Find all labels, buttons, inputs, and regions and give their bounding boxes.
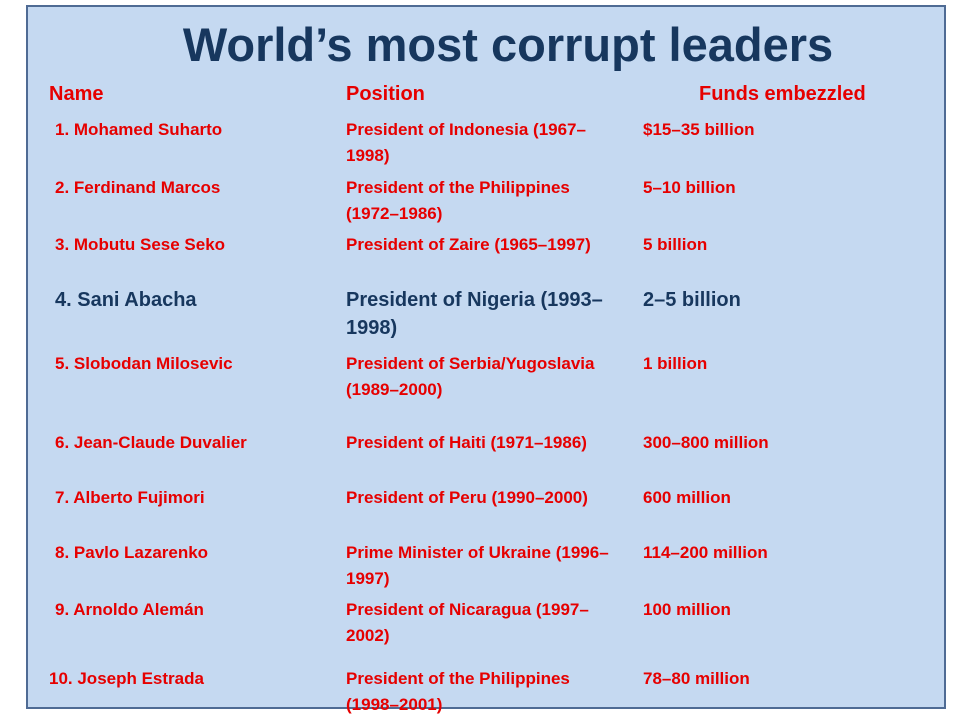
- leader-name: 9. Arnoldo Alemán: [55, 600, 204, 619]
- header-funds: Funds embezzled: [699, 83, 866, 105]
- leader-funds: 600 million: [643, 488, 731, 507]
- leader-name: 2. Ferdinand Marcos: [55, 178, 221, 197]
- header-name: Name: [49, 83, 104, 105]
- leader-name: 7. Alberto Fujimori: [55, 488, 205, 507]
- leader-funds: 114–200 million: [643, 543, 768, 562]
- leader-funds: 5–10 billion: [643, 178, 736, 197]
- leader-funds: 5 billion: [643, 235, 708, 254]
- leader-position: Prime Minister of Ukraine (1996–1997): [346, 543, 609, 588]
- leader-position: President of Serbia/Yugoslavia (1989–200…: [346, 354, 595, 399]
- leader-name: 3. Mobutu Sese Seko: [55, 235, 226, 254]
- leader-name: 1. Mohamed Suharto: [55, 120, 223, 139]
- leader-position: President of Zaire (1965–1997): [346, 235, 591, 254]
- leader-position: President of Indonesia (1967–1998): [346, 120, 586, 165]
- leader-position: President of Nicaragua (1997–2002): [346, 600, 589, 645]
- slide: World’s most corrupt leaders Name Positi…: [26, 5, 946, 714]
- leader-position: President of Peru (1990–2000): [346, 488, 588, 507]
- leader-name: 6. Jean-Claude Duvalier: [55, 433, 247, 452]
- slide-title: World’s most corrupt leaders: [182, 18, 834, 71]
- leader-funds: 2–5 billion: [643, 289, 741, 311]
- leader-funds: 1 billion: [643, 354, 708, 373]
- leader-funds: 300–800 million: [643, 433, 769, 452]
- header-position: Position: [346, 83, 425, 105]
- leader-name: 4. Sani Abacha: [55, 289, 197, 311]
- leader-position: President of Nigeria (1993–1998): [346, 289, 603, 339]
- leader-position: President of the Philippines (1998–2001): [346, 669, 570, 714]
- leader-position: President of Haiti (1971–1986): [346, 433, 587, 452]
- leader-name: 10. Joseph Estrada: [49, 669, 204, 688]
- leader-funds: 100 million: [643, 600, 731, 619]
- leader-funds: 78–80 million: [643, 669, 750, 688]
- leader-funds: $15–35 billion: [643, 120, 755, 139]
- leader-name: 8. Pavlo Lazarenko: [55, 543, 209, 562]
- leader-name: 5. Slobodan Milosevic: [55, 354, 233, 373]
- leader-position: President of the Philippines (1972–1986): [346, 178, 570, 223]
